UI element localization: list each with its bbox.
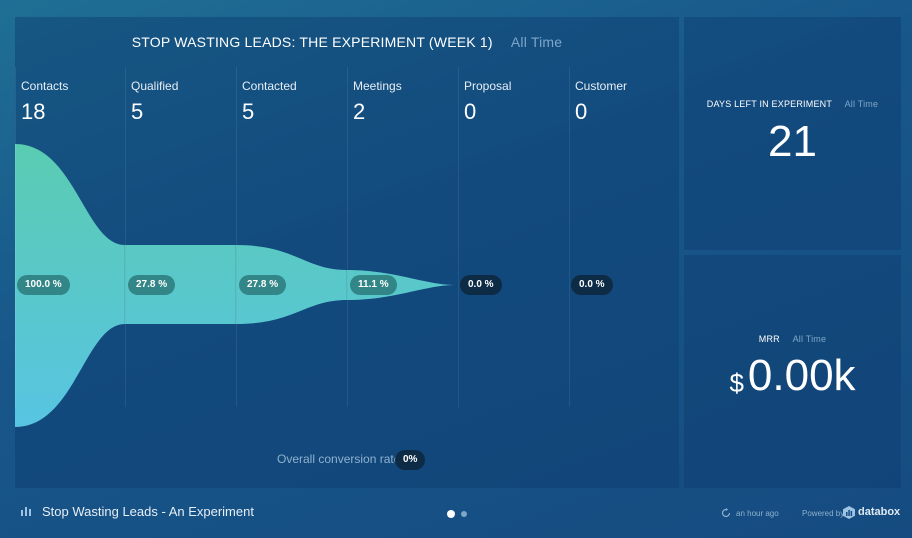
databox-logo-icon xyxy=(21,507,31,516)
stage-percent-badge: 27.8 % xyxy=(239,275,287,295)
stage-label: Customer xyxy=(575,79,628,93)
page-dot-active[interactable] xyxy=(447,510,455,518)
stage-label: Contacts xyxy=(21,79,69,93)
days-left-title: DAYS LEFT IN EXPERIMENT xyxy=(706,99,832,109)
days-left-value: 21 xyxy=(768,117,817,166)
stage-value: 5 xyxy=(242,99,255,124)
mrr-value-row: $0.00k xyxy=(684,351,901,401)
stage-proposal: Proposal 0 xyxy=(458,67,569,407)
mrr-widget[interactable]: MRR All Time $0.00k xyxy=(684,255,901,488)
mrr-currency: $ xyxy=(729,368,744,398)
stage-percent-badge: 100.0 % xyxy=(17,275,70,295)
footer-bar: Stop Wasting Leads - An Experiment an ho… xyxy=(0,494,912,538)
stage-meetings: Meetings 2 xyxy=(347,67,458,407)
funnel-title: STOP WASTING LEADS: THE EXPERIMENT (WEEK… xyxy=(15,34,679,50)
stage-percent-badge: 27.8 % xyxy=(128,275,176,295)
stage-customer: Customer 0 xyxy=(569,67,680,407)
mrr-header: MRR All Time xyxy=(684,334,901,344)
stage-label: Proposal xyxy=(464,79,512,93)
funnel-title-text: STOP WASTING LEADS: THE EXPERIMENT (WEEK… xyxy=(131,34,493,50)
days-left-widget[interactable]: DAYS LEFT IN EXPERIMENT All Time 21 xyxy=(684,17,901,250)
stage-label: Qualified xyxy=(131,79,179,93)
stage-value: 5 xyxy=(131,99,144,124)
stage-qualified: Qualified 5 xyxy=(125,67,236,407)
funnel-widget[interactable]: STOP WASTING LEADS: THE EXPERIMENT (WEEK… xyxy=(15,17,679,488)
conversion-badge: 0% xyxy=(395,450,426,470)
stage-contacts: Contacts 18 xyxy=(15,67,126,407)
stage-value: 18 xyxy=(21,99,46,124)
powered-by-label: Powered by xyxy=(802,509,845,518)
last-updated: an hour ago xyxy=(736,509,779,518)
stage-value: 0 xyxy=(575,99,588,124)
funnel-shape xyxy=(15,144,455,427)
stage-percent-badge: 0.0 % xyxy=(460,275,502,295)
mrr-title: MRR xyxy=(758,334,780,344)
days-left-period[interactable]: All Time xyxy=(844,99,879,109)
databox-brand-icon xyxy=(843,506,855,519)
dashboard-title[interactable]: Stop Wasting Leads - An Experiment xyxy=(42,504,254,519)
days-left-header: DAYS LEFT IN EXPERIMENT All Time xyxy=(684,99,901,109)
page-dot[interactable] xyxy=(461,511,467,517)
funnel-chart xyxy=(15,144,455,427)
mrr-period[interactable]: All Time xyxy=(792,334,827,344)
stage-label: Contacted xyxy=(242,79,297,93)
brand-name[interactable]: databox xyxy=(858,506,901,518)
stage-contacted: Contacted 5 xyxy=(236,67,347,407)
stage-percent-badge: 0.0 % xyxy=(571,275,613,295)
conversion-label: Overall conversion rate xyxy=(277,452,401,466)
refresh-icon[interactable] xyxy=(721,508,731,518)
stage-value: 0 xyxy=(464,99,477,124)
stage-percent-badge: 11.1 % xyxy=(350,275,397,295)
stage-label: Meetings xyxy=(353,79,402,93)
mrr-value: 0.00k xyxy=(747,351,856,400)
stage-value: 2 xyxy=(353,99,366,124)
funnel-period[interactable]: All Time xyxy=(510,34,563,50)
